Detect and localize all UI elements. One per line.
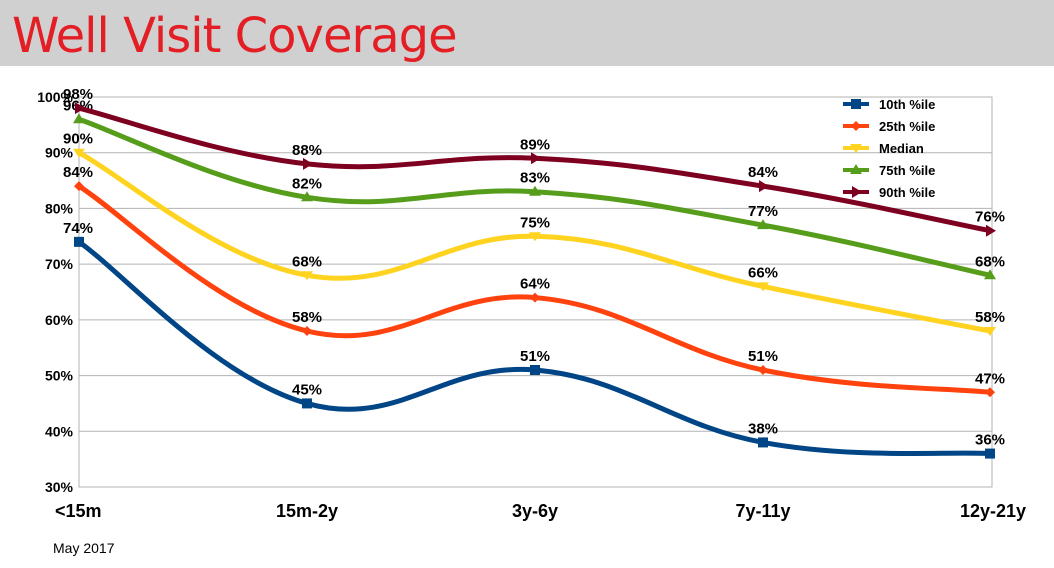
data-label: 98% (63, 86, 93, 103)
data-point (985, 387, 995, 398)
data-point (985, 448, 995, 459)
data-label: 89% (520, 136, 550, 153)
y-tick-label: 40% (45, 423, 74, 439)
data-point (530, 292, 540, 303)
data-point (529, 232, 541, 242)
data-point (73, 148, 85, 158)
data-label: 84% (63, 164, 93, 181)
data-label: 51% (748, 348, 778, 365)
legend-marker (852, 186, 862, 198)
data-label: 36% (975, 432, 1005, 449)
x-tick-label: 3y-6y (512, 501, 558, 521)
x-tick-label: 12y-21y (960, 501, 1026, 521)
legend-marker (850, 144, 862, 153)
data-point (758, 365, 768, 375)
data-label: 75% (520, 214, 550, 231)
legend-label: 25th %ile (879, 119, 935, 134)
data-label: 83% (520, 170, 550, 187)
data-label: 58% (975, 309, 1005, 326)
data-label: 77% (748, 203, 778, 220)
y-tick-label: 50% (45, 368, 74, 384)
legend-marker (851, 121, 861, 131)
slide-title: Well Visit Coverage (12, 8, 458, 64)
data-point (759, 180, 769, 193)
data-point (74, 181, 84, 192)
x-tick-label: 7y-11y (735, 501, 790, 521)
legend-label: 75th %ile (879, 163, 935, 178)
data-label: 68% (975, 253, 1005, 270)
header-band (0, 0, 1054, 66)
data-point (302, 398, 312, 409)
data-point (301, 271, 313, 281)
x-tick-label: 15m-2y (276, 501, 338, 521)
y-tick-label: 60% (45, 312, 74, 328)
data-label: 82% (292, 175, 322, 192)
data-label: 76% (975, 209, 1005, 226)
legend-label: 90th %ile (879, 185, 935, 200)
data-point (984, 269, 996, 280)
x-tick-label: <15m (55, 501, 102, 521)
data-label: 90% (63, 131, 93, 148)
legend-marker (851, 99, 861, 109)
data-label: 64% (520, 276, 550, 293)
y-tick-label: 30% (45, 479, 74, 495)
data-label: 66% (748, 264, 778, 281)
y-tick-label: 70% (45, 256, 74, 272)
footer-date: May 2017 (53, 540, 115, 556)
data-point (303, 157, 313, 170)
data-label: 51% (520, 348, 550, 365)
y-tick-label: 100% (37, 89, 73, 105)
legend-label: 10th %ile (879, 97, 935, 112)
data-point (73, 113, 85, 124)
y-tick-label: 80% (45, 200, 74, 216)
data-label: 45% (292, 381, 322, 398)
legend-marker (850, 164, 862, 174)
y-tick-label: 90% (45, 145, 74, 161)
data-point (757, 219, 769, 230)
legend-label: Median (879, 141, 924, 156)
data-label: 47% (975, 370, 1005, 387)
data-point (75, 102, 85, 115)
data-point (529, 185, 541, 196)
data-point (531, 152, 541, 165)
data-label: 68% (292, 253, 322, 270)
data-label: 88% (292, 142, 322, 159)
data-point (757, 282, 769, 292)
data-point (74, 236, 84, 247)
data-point (530, 365, 540, 375)
data-point (986, 224, 996, 237)
data-point (984, 327, 996, 336)
data-label: 58% (292, 309, 322, 326)
data-label: 74% (63, 220, 93, 237)
data-point (302, 326, 312, 336)
data-point (301, 191, 313, 202)
data-point (758, 437, 768, 448)
data-label: 38% (748, 420, 778, 437)
data-label: 84% (748, 164, 778, 181)
